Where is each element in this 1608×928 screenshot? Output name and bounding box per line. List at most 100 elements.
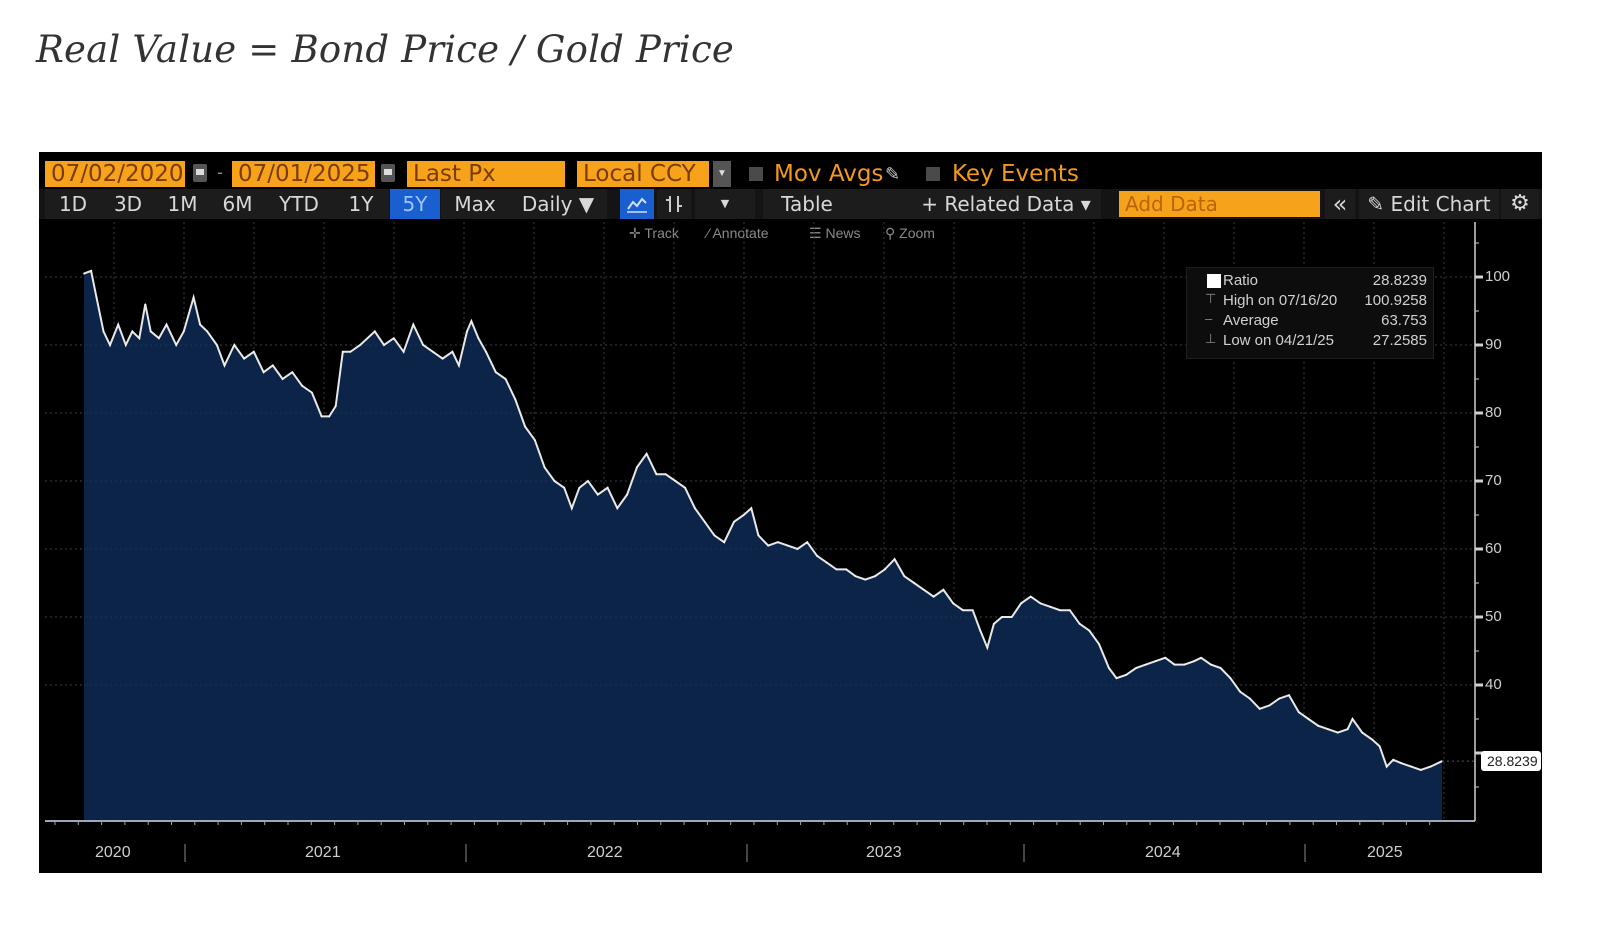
data-point bbox=[495, 371, 497, 373]
data-point bbox=[1193, 660, 1195, 662]
period-6m-button[interactable]: 6M bbox=[210, 189, 265, 219]
line-chart-icon[interactable] bbox=[620, 189, 654, 219]
ratio-area bbox=[84, 270, 1442, 820]
spacer bbox=[851, 189, 911, 219]
data-point bbox=[83, 272, 85, 275]
frequency-select[interactable]: Daily ▼ bbox=[509, 189, 607, 219]
toolbar-row-2: 1D 3D 1M 6M YTD 1Y 5Y Max Daily ▼ ▼ Tabl… bbox=[39, 189, 1542, 219]
data-point bbox=[733, 521, 735, 523]
mov-avgs-checkbox[interactable] bbox=[749, 167, 763, 181]
news-icon: ☰ bbox=[809, 225, 826, 241]
data-point bbox=[1268, 704, 1271, 707]
add-data-input[interactable]: Add Data bbox=[1119, 191, 1320, 217]
data-point bbox=[272, 364, 274, 367]
collapse-icon[interactable]: « bbox=[1325, 189, 1355, 219]
x-tick-label: 2024 bbox=[1145, 844, 1181, 861]
period-1m-button[interactable]: 1M bbox=[155, 189, 210, 219]
data-point bbox=[223, 364, 226, 367]
key-events-checkbox[interactable] bbox=[926, 167, 940, 181]
gear-icon[interactable]: ⚙ bbox=[1501, 189, 1539, 219]
data-point bbox=[713, 534, 716, 537]
data-point bbox=[262, 371, 265, 373]
y-tick-label: 40 bbox=[1485, 676, 1502, 693]
data-point bbox=[90, 270, 92, 272]
data-point bbox=[1378, 745, 1381, 747]
data-point bbox=[1400, 762, 1403, 764]
data-point bbox=[655, 473, 658, 476]
data-point bbox=[1039, 602, 1042, 605]
data-point bbox=[703, 521, 706, 523]
key-events-label[interactable]: Key Events bbox=[952, 161, 1079, 187]
period-3d-button[interactable]: 3D bbox=[101, 189, 155, 219]
data-point bbox=[913, 582, 915, 584]
data-point bbox=[923, 589, 925, 591]
zoom-tool[interactable]: ⚲ Zoom bbox=[885, 225, 935, 241]
data-point bbox=[1346, 728, 1349, 730]
period-ytd-button[interactable]: YTD bbox=[265, 189, 333, 219]
bloomberg-chart-window: 07/02/2020 - 07/01/2025 Last Px Local CC… bbox=[39, 152, 1542, 873]
data-point bbox=[470, 320, 473, 322]
data-point bbox=[835, 568, 838, 571]
data-point bbox=[183, 330, 185, 333]
data-point bbox=[1135, 667, 1137, 669]
legend-high-value: 100.9258 bbox=[1364, 292, 1427, 309]
chart-plot[interactable] bbox=[39, 152, 1542, 873]
data-point bbox=[125, 344, 127, 346]
currency-select[interactable]: Local CCY bbox=[577, 161, 709, 187]
data-point bbox=[301, 385, 303, 387]
data-point bbox=[1001, 616, 1003, 618]
data-point bbox=[571, 507, 573, 510]
table-button[interactable]: Table bbox=[763, 189, 851, 219]
data-point bbox=[451, 351, 454, 353]
data-point bbox=[684, 487, 686, 489]
data-point bbox=[1020, 602, 1022, 605]
y-tick-label: 100 bbox=[1485, 268, 1511, 285]
data-point bbox=[158, 337, 160, 339]
data-point bbox=[233, 344, 236, 346]
calendar-icon[interactable] bbox=[381, 164, 395, 182]
data-point bbox=[149, 330, 152, 333]
calendar-icon[interactable] bbox=[193, 164, 207, 182]
chevron-down-icon[interactable]: ▼ bbox=[713, 161, 731, 187]
data-point bbox=[806, 541, 808, 543]
mov-avgs-label[interactable]: Mov Avgs bbox=[774, 161, 884, 187]
data-point bbox=[504, 378, 507, 380]
data-point bbox=[199, 323, 201, 326]
data-point bbox=[1011, 616, 1013, 618]
data-point bbox=[412, 323, 415, 326]
edit-chart-button[interactable]: ✎ Edit Chart bbox=[1359, 189, 1499, 219]
date-separator: - bbox=[217, 162, 223, 182]
data-point bbox=[742, 514, 745, 516]
period-1y-button[interactable]: 1Y bbox=[333, 189, 389, 219]
data-point bbox=[767, 544, 769, 547]
end-date-field[interactable]: 07/01/2025 bbox=[232, 161, 375, 187]
period-5y-button[interactable]: 5Y bbox=[390, 189, 440, 219]
data-point bbox=[291, 371, 294, 373]
related-data-button[interactable]: + Related Data ▾ bbox=[911, 189, 1101, 219]
period-max-button[interactable]: Max bbox=[441, 189, 509, 219]
y-tick-label: 50 bbox=[1485, 608, 1502, 625]
data-point bbox=[216, 344, 218, 346]
data-point bbox=[1210, 663, 1212, 666]
bar-chart-icon[interactable] bbox=[657, 189, 691, 219]
low-marker-icon: ⊥ bbox=[1205, 331, 1217, 346]
data-point bbox=[485, 351, 487, 353]
data-point bbox=[1298, 711, 1300, 713]
data-point bbox=[1115, 677, 1118, 679]
track-tool[interactable]: ✛ Track bbox=[629, 225, 679, 241]
data-point bbox=[1385, 765, 1388, 768]
price-field-select[interactable]: Last Px bbox=[407, 161, 565, 187]
data-point bbox=[952, 602, 954, 605]
annotate-tool[interactable]: ⁄ Annotate bbox=[707, 225, 769, 241]
data-point bbox=[138, 337, 141, 339]
data-point bbox=[458, 364, 460, 367]
pencil-icon[interactable]: ✎ bbox=[885, 164, 901, 184]
data-point bbox=[854, 575, 857, 577]
data-point bbox=[1029, 595, 1032, 598]
chart-type-dropdown[interactable]: ▼ bbox=[695, 189, 755, 219]
data-point bbox=[334, 405, 337, 407]
news-tool[interactable]: ☰ News bbox=[809, 225, 861, 241]
period-1d-button[interactable]: 1D bbox=[45, 189, 101, 219]
start-date-field[interactable]: 07/02/2020 bbox=[45, 161, 185, 187]
data-point bbox=[320, 415, 323, 418]
